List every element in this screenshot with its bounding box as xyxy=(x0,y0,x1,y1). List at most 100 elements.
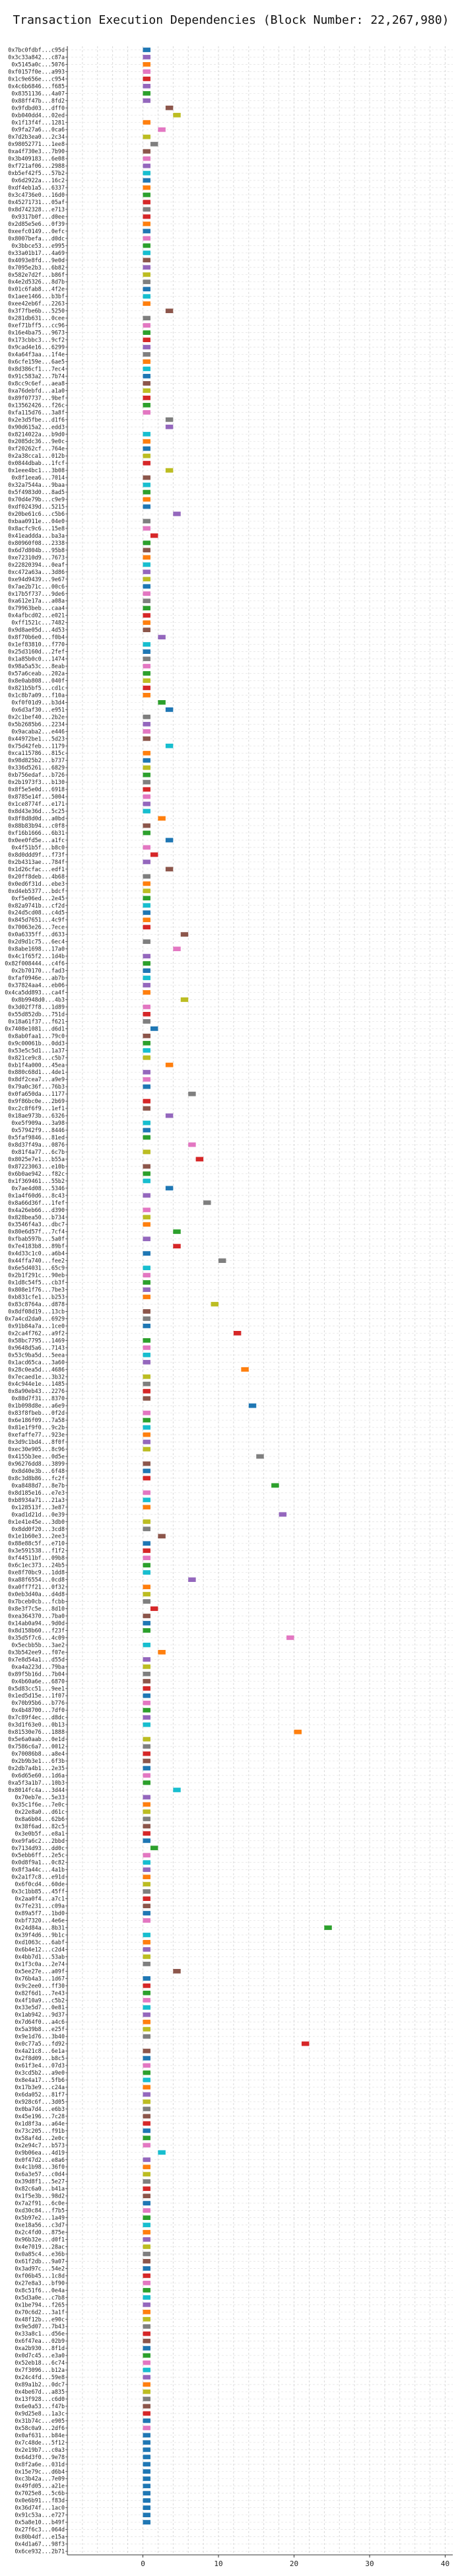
bar xyxy=(143,1164,150,1169)
y-tick-label: 0x1d26cfac...edf1 xyxy=(8,866,65,873)
bar xyxy=(143,2165,150,2170)
bar xyxy=(143,1040,150,1046)
bar xyxy=(143,801,150,806)
y-tick-label: 0x4b48700...7df0 xyxy=(11,1707,65,1713)
y-tick-label: 0x45271731...05af xyxy=(8,199,65,205)
bar xyxy=(180,997,189,1002)
bar xyxy=(143,1628,150,1633)
bar xyxy=(143,1425,150,1430)
y-tick-label: 0x17b5f737...9de6 xyxy=(8,590,65,597)
y-tick-label: 0x70eb7e...5e33 xyxy=(15,1794,65,1801)
y-tick-label: 0x61f2db...9a07 xyxy=(15,2258,65,2264)
bar xyxy=(143,808,150,814)
bar xyxy=(143,649,150,654)
y-tick-label: 0x82a9741b...cf2d xyxy=(8,902,65,909)
y-tick-label: 0x73c205...f91b xyxy=(15,2128,65,2134)
y-tick-label: 0x7ae2b71c...00c6 xyxy=(8,583,65,590)
y-tick-label: 0x8f70b6e0...f0b4 xyxy=(8,634,65,641)
y-tick-label: 0x1f3c0a...2e74 xyxy=(15,1960,65,1967)
bar xyxy=(143,2462,150,2467)
y-tick-label: 0x2aa0f4...a7c1 xyxy=(15,1896,65,1902)
y-tick-label: 0x33a8c1...d56e xyxy=(15,2330,65,2337)
y-tick-label: 0x38f6ad...82c5 xyxy=(15,1823,65,1830)
y-tick-label: 0x1ce8774f...e171 xyxy=(8,801,65,807)
bar xyxy=(143,976,150,980)
y-tick-label: 0x91c53a...e727 xyxy=(15,2512,65,2519)
y-tick-label: 0x2e94c7...b573 xyxy=(15,2142,65,2149)
bar xyxy=(143,823,150,828)
y-tick-label: 0x15e79c...d6b4 xyxy=(15,2468,65,2475)
y-tick-label: 0x4d33c1c0...a6b4 xyxy=(8,1250,65,1257)
bar xyxy=(143,1911,150,1915)
y-tick-label: 0x22820394...0eaf xyxy=(8,561,65,568)
bar xyxy=(143,83,150,89)
bar xyxy=(256,1454,264,1459)
y-tick-label: 0x52eb18...6c74 xyxy=(15,2359,65,2366)
y-tick-label: 0x25d3160d...2fef xyxy=(8,649,65,655)
bar xyxy=(143,1005,150,1009)
y-tick-label: 0xe18a56...c3d7 xyxy=(15,2222,65,2229)
bar xyxy=(143,1671,150,1676)
y-tick-label: 0x2085dc36...9e0c xyxy=(8,438,65,445)
y-tick-label: 0x5ebb6ff...2e5c xyxy=(11,1852,65,1859)
y-tick-label: 0x1c8b7a09...f10a xyxy=(8,692,65,698)
bar xyxy=(143,917,150,923)
bar xyxy=(143,2375,150,2380)
y-tick-label: 0xa2b930...8f1d xyxy=(15,2345,65,2351)
y-tick-label: 0x44972be1...5d23 xyxy=(8,735,65,742)
bar xyxy=(143,482,150,487)
y-tick-label: 0x96276dd8...3899 xyxy=(8,1460,65,1467)
y-tick-label: 0x8cc9c6ef...aea8 xyxy=(8,380,65,386)
bar xyxy=(143,156,150,161)
y-tick-label: 0x24d5cd08...c4d5 xyxy=(8,910,65,916)
y-tick-label: 0x79963beb...caa4 xyxy=(8,605,65,612)
bar xyxy=(143,2237,150,2242)
y-tick-label: 0x9acaba2...e446 xyxy=(11,728,65,734)
y-tick-label: 0x8f2a6e...031d xyxy=(15,2461,65,2468)
bar xyxy=(143,1526,150,1532)
y-tick-label: 0x24d84a...8b31 xyxy=(15,1925,65,1931)
y-tick-label: 0x8d742328...e713 xyxy=(8,206,65,213)
bar xyxy=(143,939,150,945)
y-tick-label: 0x3c33a842...c87a xyxy=(8,54,65,60)
bar xyxy=(143,1461,150,1466)
y-tick-label: 0x8f5e5e0d...6918 xyxy=(8,786,65,793)
y-tick-label: 0x33e5d7...0e81 xyxy=(15,2004,65,2011)
bar xyxy=(143,1077,150,1082)
bar xyxy=(143,1519,150,1524)
bar xyxy=(143,1149,150,1155)
y-tick-label: 0x9648d5a6...7143 xyxy=(8,1344,65,1351)
bar xyxy=(143,1410,150,1415)
bar xyxy=(143,1069,150,1075)
y-tick-label: 0x3d1f63e0...0b13 xyxy=(8,1721,65,1728)
y-tick-label: 0x33a01b17...4a69 xyxy=(8,250,65,256)
bar xyxy=(143,1215,150,1220)
bar xyxy=(143,1098,150,1104)
y-tick-label: 0x1acd65ca...3a60 xyxy=(8,1359,65,1365)
y-tick-label: 0x88b83b94...c0f8 xyxy=(8,822,65,829)
y-tick-label: 0xee42eb6f...2263 xyxy=(8,301,65,307)
y-tick-label: 0x8d386cf1...7ec4 xyxy=(8,365,65,372)
bar xyxy=(143,1505,150,1510)
bar xyxy=(143,243,150,248)
y-tick-label: 0xe5f909a...3a98 xyxy=(11,1120,65,1126)
bar xyxy=(143,1947,150,1952)
bar xyxy=(143,453,150,458)
bar xyxy=(143,519,150,524)
bar xyxy=(143,606,150,611)
y-tick-label: 0x4a64f3aa...1f4e xyxy=(8,351,65,358)
y-tick-label: 0x88e88c5f...e710 xyxy=(8,1540,65,1547)
y-tick-label: 0xf0f01d9...b3d4 xyxy=(11,699,65,705)
bar xyxy=(143,2295,150,2300)
y-tick-label: 0xeefc0149...0efc xyxy=(8,228,65,234)
bar xyxy=(173,1968,181,1974)
bar xyxy=(143,1773,150,1778)
bar xyxy=(143,1207,150,1213)
bar xyxy=(241,1367,249,1372)
y-tick-label: 0x27f6c3...064d xyxy=(15,2526,65,2533)
bar xyxy=(143,1875,150,1880)
y-tick-label: 0x79a0c36f...76b3 xyxy=(8,1083,65,1090)
y-tick-label: 0x49fd05...a21e xyxy=(15,2483,65,2489)
bar xyxy=(143,381,150,386)
y-tick-label: 0x8351136...4a07 xyxy=(11,90,65,96)
